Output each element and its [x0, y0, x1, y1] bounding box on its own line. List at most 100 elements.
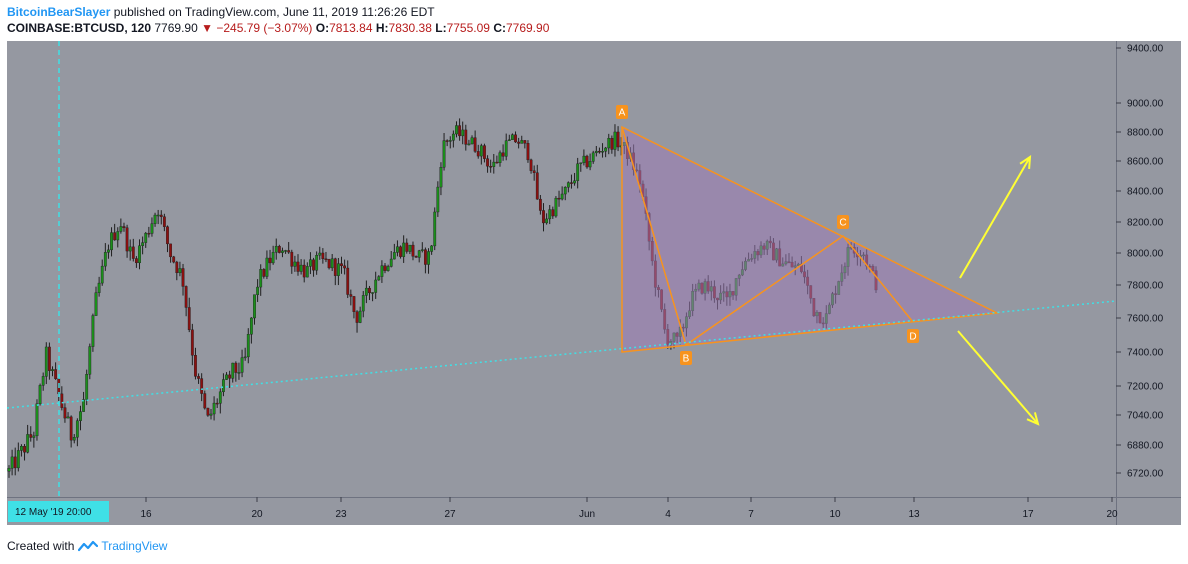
- candle-body: [190, 329, 194, 356]
- time-tick-label: 4: [665, 509, 671, 520]
- candle-body: [88, 346, 92, 375]
- candle-body: [23, 446, 26, 453]
- candle-body: [424, 249, 427, 265]
- candle-body: [616, 131, 620, 148]
- candle-body: [44, 346, 48, 377]
- candle-body: [94, 292, 98, 316]
- candle-body: [473, 137, 477, 152]
- candle-body: [368, 287, 371, 294]
- candle-body: [274, 245, 278, 253]
- author-link[interactable]: BitcoinBearSlayer: [7, 5, 111, 19]
- high-value: 7830.38: [388, 21, 432, 35]
- candle-body: [576, 163, 580, 181]
- candle-body: [243, 356, 247, 359]
- candle-body: [405, 242, 409, 252]
- candle-body: [483, 145, 486, 159]
- candle-body: [408, 244, 412, 252]
- candle-body: [610, 138, 614, 150]
- candle-body: [507, 139, 511, 141]
- candle-body: [498, 152, 502, 163]
- candle-body: [554, 197, 558, 217]
- pattern-point-label: A: [619, 108, 626, 119]
- candle-body: [573, 180, 576, 184]
- candle-body: [166, 226, 169, 245]
- candle-body: [396, 246, 399, 253]
- candle-body: [613, 131, 617, 150]
- candle-body: [479, 145, 483, 157]
- candle-body: [135, 258, 138, 264]
- symbol-label: COINBASE:BTCUSD, 120: [7, 21, 152, 35]
- candle-body: [16, 450, 20, 469]
- ohlc-line: COINBASE:BTCUSD, 120 7769.90 ▼ −245.79 (…: [7, 20, 549, 36]
- pattern-point-label: D: [909, 332, 916, 343]
- candle-body: [159, 214, 163, 217]
- candle-body: [386, 266, 390, 271]
- plot-area[interactable]: [7, 41, 1116, 497]
- candle-body: [538, 198, 542, 211]
- candle-body: [268, 257, 272, 264]
- candle-body: [32, 435, 36, 438]
- candle-body: [29, 434, 33, 438]
- candle-body: [287, 250, 291, 253]
- candles-layer: [7, 118, 878, 478]
- candle-body: [178, 268, 182, 274]
- time-axis[interactable]: [7, 497, 1181, 525]
- candle-body: [128, 246, 132, 252]
- candle-body: [495, 161, 499, 164]
- candle-body: [228, 374, 232, 379]
- price-tick-label: 7200.00: [1127, 382, 1164, 393]
- price-tick-label: 8800.00: [1127, 128, 1164, 139]
- candle-body: [355, 311, 359, 323]
- candle-body: [54, 369, 58, 379]
- chart-header: BitcoinBearSlayer published on TradingVi…: [7, 4, 549, 36]
- candle-body: [237, 372, 241, 374]
- pattern-point-badge: [907, 329, 919, 343]
- breakout-up-arrow-head: [1019, 155, 1032, 170]
- candle-body: [293, 261, 297, 267]
- footer: Created with TradingView: [7, 539, 167, 553]
- price-change: −245.79 (−3.07%): [216, 21, 313, 35]
- candle-body: [41, 376, 45, 386]
- candle-body: [598, 150, 601, 153]
- candle-body: [79, 411, 82, 421]
- candle-body: [110, 232, 113, 251]
- candle-body: [38, 385, 42, 405]
- candle-body: [172, 256, 176, 263]
- candle-body: [13, 456, 17, 469]
- candle-body: [542, 210, 545, 224]
- candle-body: [414, 255, 418, 258]
- breakout-up-arrow-shaft: [959, 156, 1031, 279]
- candle-body: [225, 374, 228, 380]
- candle-body: [439, 167, 443, 188]
- candle-body: [601, 151, 604, 153]
- candle-body: [240, 357, 244, 373]
- tradingview-link[interactable]: TradingView: [101, 539, 168, 553]
- price-axis[interactable]: [1116, 41, 1181, 497]
- candle-body: [470, 137, 474, 145]
- candle-body: [234, 362, 238, 373]
- candle-body: [427, 251, 430, 265]
- candle-body: [256, 286, 260, 295]
- crosshair-time-label-bg: [8, 501, 109, 522]
- candle-body: [107, 249, 110, 253]
- candle-body: [585, 155, 589, 168]
- candle-body: [203, 393, 207, 409]
- candle-body: [330, 258, 334, 269]
- candle-body: [430, 245, 434, 252]
- candle-body: [445, 140, 449, 142]
- candle-body: [218, 391, 222, 404]
- tradingview-logo-icon[interactable]: [78, 540, 99, 552]
- candle-body: [7, 468, 11, 472]
- candle-body: [436, 186, 440, 213]
- candle-body: [305, 266, 309, 278]
- candle-body: [162, 216, 166, 227]
- candle-body: [26, 434, 30, 453]
- candle-body: [91, 315, 95, 347]
- candle-body: [302, 264, 306, 278]
- candle-body: [523, 140, 527, 144]
- candle-body: [467, 143, 471, 146]
- candle-body: [566, 182, 570, 188]
- candle-body: [448, 140, 452, 142]
- pattern-point-label: B: [683, 354, 690, 365]
